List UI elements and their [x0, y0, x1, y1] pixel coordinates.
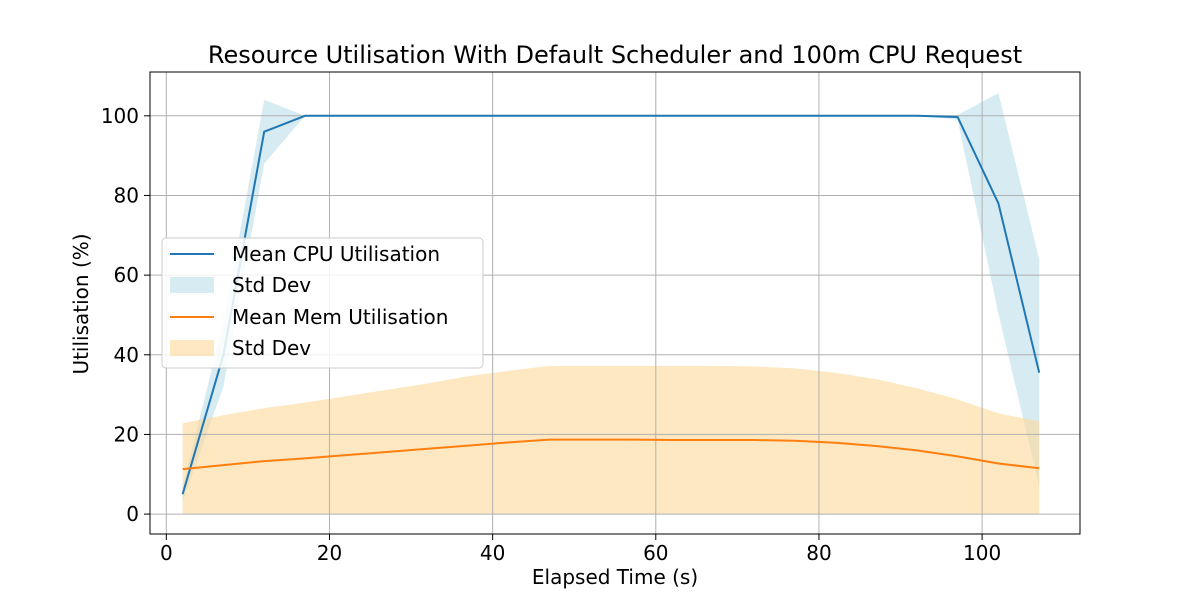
legend-label-cpu-std-dev: Std Dev — [232, 273, 311, 297]
x-tick-label: 60 — [643, 541, 668, 565]
chart-title: Resource Utilisation With Default Schedu… — [208, 41, 1022, 69]
axis-ticks: 0 20 40 60 80 100 0 20 40 60 80 100 — [101, 104, 1001, 565]
x-axis-label: Elapsed Time (s) — [532, 565, 698, 589]
plot-area-frame — [149, 71, 1081, 535]
y-tick-label: 60 — [114, 263, 139, 287]
legend-swatch-cpu-std-dev — [170, 277, 214, 293]
y-tick-label: 0 — [126, 502, 139, 526]
legend-swatch-mem-std-dev — [170, 340, 214, 356]
series-line-cpu — [181, 114, 1041, 495]
legend-label-cpu: Mean CPU Utilisation — [232, 242, 440, 266]
x-tick-label: 20 — [317, 541, 342, 565]
std-dev-band-cpu — [182, 93, 1040, 503]
legend: Mean CPU Utilisation Std Dev Mean Mem Ut… — [161, 237, 484, 369]
x-tick-label: 80 — [806, 541, 831, 565]
x-tick-label: 0 — [160, 541, 173, 565]
legend-box — [161, 237, 484, 369]
x-tick-label: 40 — [480, 541, 505, 565]
y-tick-label: 20 — [114, 422, 139, 446]
y-tick-label: 80 — [114, 183, 139, 207]
legend-label-mem: Mean Mem Utilisation — [232, 305, 448, 329]
y-tick-label: 100 — [101, 104, 139, 128]
x-tick-label: 100 — [963, 541, 1001, 565]
series-line-mem — [182, 438, 1040, 471]
series-lines — [181, 114, 1041, 495]
y-axis-label: Utilisation (%) — [69, 233, 93, 374]
y-tick-label: 40 — [114, 343, 139, 367]
legend-label-mem-std-dev: Std Dev — [232, 336, 311, 360]
